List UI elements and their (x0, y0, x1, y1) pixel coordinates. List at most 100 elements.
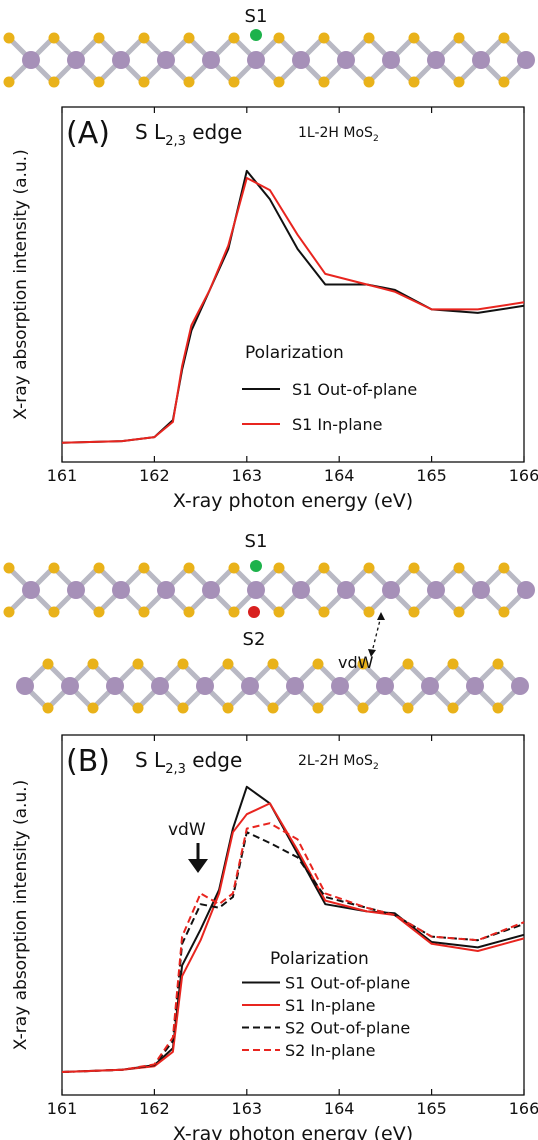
x-tick-label: 166 (509, 1099, 538, 1118)
sample-label-part: 2L-2H MoS (298, 753, 373, 769)
mo-atom (22, 581, 40, 599)
s-atom (48, 606, 60, 618)
mo-atom (517, 51, 535, 69)
x-tick-label: 163 (232, 1099, 263, 1118)
mo-atom (292, 581, 310, 599)
s-atom (132, 702, 144, 714)
s-atom (93, 76, 105, 88)
s-atom (312, 658, 324, 670)
mo-atom (151, 677, 169, 695)
vdw-label: vdW (338, 653, 374, 672)
mo-atom (247, 581, 265, 599)
mo-atom (337, 581, 355, 599)
s-atom (177, 658, 189, 670)
x-tick-label: 165 (416, 1099, 447, 1118)
s-atom (357, 702, 369, 714)
s-atom (132, 658, 144, 670)
s-atom (228, 606, 240, 618)
s-atom (408, 562, 420, 574)
s-atom (222, 702, 234, 714)
s-atom (3, 76, 15, 88)
s-atom (447, 658, 459, 670)
series-line (61, 785, 525, 1073)
panel-label: (B) (66, 744, 110, 779)
plot-frame (61, 106, 525, 463)
s2-atom (248, 606, 260, 618)
structures (3, 32, 535, 714)
s-atom (48, 32, 60, 44)
s-atom (453, 606, 465, 618)
s-atom (453, 76, 465, 88)
mo-atom (202, 51, 220, 69)
s-atom (357, 658, 369, 670)
mo-atom (112, 581, 130, 599)
sample-label-part: 1L-2H MoS (298, 125, 373, 141)
mo-atom (517, 581, 535, 599)
s-atom (183, 32, 195, 44)
legend-label: S2 Out-of-plane (285, 1019, 410, 1038)
s-atom (498, 32, 510, 44)
edge-label-part: S L (135, 748, 166, 772)
edge-label-part: edge (186, 748, 242, 772)
s-atom (312, 702, 324, 714)
s1-atom (250, 560, 262, 572)
s-atom (177, 702, 189, 714)
s-atom (48, 562, 60, 574)
sample-label: 2L-2H MoS2 (298, 753, 379, 772)
edge-label: S L2,3 edge (135, 748, 242, 777)
s-atom (228, 562, 240, 574)
sample-label-part: 2 (373, 762, 379, 772)
s-atom (93, 606, 105, 618)
s-atom (363, 606, 375, 618)
annotation: vdW (168, 820, 206, 840)
x-axis-label: X-ray photon energy (eV) (173, 1123, 413, 1140)
mo-atom (376, 677, 394, 695)
s-atom (492, 658, 504, 670)
mo-atom (331, 677, 349, 695)
x-tick-label: 162 (139, 1099, 170, 1118)
s-atom (402, 658, 414, 670)
series-line (61, 169, 525, 444)
s-atom (93, 562, 105, 574)
series-line (61, 822, 525, 1073)
x-tick-label: 162 (139, 466, 170, 485)
mo-atom (67, 581, 85, 599)
s-atom (138, 562, 150, 574)
s-atom (138, 32, 150, 44)
sample-label-part: 2 (373, 134, 379, 144)
s-atom (267, 658, 279, 670)
s-atom (408, 606, 420, 618)
edge-label-part: 2,3 (165, 134, 186, 149)
s-atom (228, 76, 240, 88)
s-atom (273, 606, 285, 618)
series-line (61, 177, 525, 444)
edge-label-part: edge (186, 120, 242, 144)
mo-atom (241, 677, 259, 695)
mo-atom (157, 581, 175, 599)
s-atom (267, 702, 279, 714)
x-tick-label: 166 (509, 466, 538, 485)
mo-atom (511, 677, 529, 695)
vdw-arrowhead (368, 612, 385, 657)
mo-atom (112, 51, 130, 69)
mo-atom (61, 677, 79, 695)
s-atom (453, 32, 465, 44)
s-atom (318, 606, 330, 618)
mo-atom (157, 51, 175, 69)
s-atom (498, 606, 510, 618)
edge-label-part: S L (135, 120, 166, 144)
mo-atom (67, 51, 85, 69)
s1-atom (250, 29, 262, 41)
mo-atom (337, 51, 355, 69)
mo-atom (427, 51, 445, 69)
s-atom (183, 562, 195, 574)
mo-atom (382, 51, 400, 69)
legend-label: S1 In-plane (292, 415, 382, 434)
mo-atom (22, 51, 40, 69)
s-atom (48, 76, 60, 88)
s-atom (42, 658, 54, 670)
s-atom (402, 702, 414, 714)
s-atom (273, 562, 285, 574)
s-atom (363, 562, 375, 574)
mo-atom (16, 677, 34, 695)
